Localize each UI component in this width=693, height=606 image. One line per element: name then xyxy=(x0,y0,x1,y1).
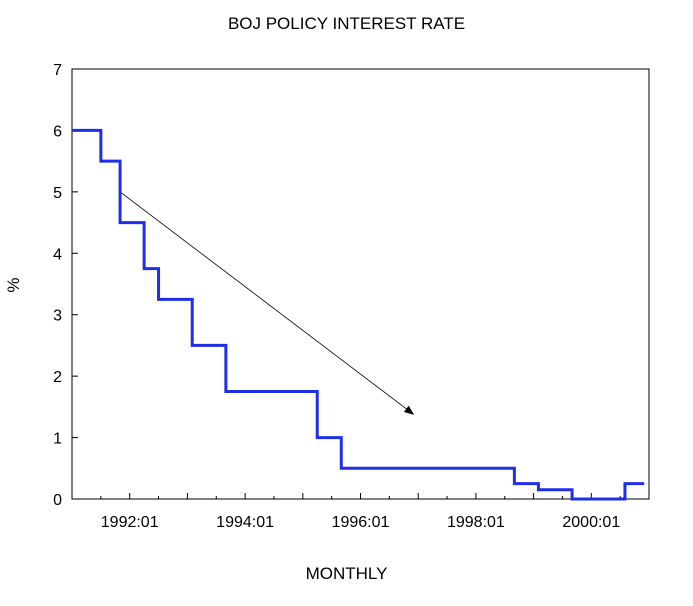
x-tick-label: 1994:01 xyxy=(216,514,274,531)
x-tick-label: 2000:01 xyxy=(562,514,620,531)
chart-title: BOJ POLICY INTEREST RATE xyxy=(227,14,466,33)
x-tick-label: 1992:01 xyxy=(101,514,159,531)
y-tick-label: 1 xyxy=(53,431,62,448)
y-tick-label: 2 xyxy=(53,369,62,386)
y-tick-label: 5 xyxy=(53,185,62,202)
series-line xyxy=(72,128,645,501)
x-axis-label: MONTHLY xyxy=(305,564,388,583)
y-tick-label: 3 xyxy=(53,308,62,325)
y-tick-label: 7 xyxy=(53,62,62,79)
y-tick-label: 0 xyxy=(53,492,62,509)
x-tick-label: 1998:01 xyxy=(447,514,505,531)
y-tick-label: 4 xyxy=(53,246,62,263)
y-tick-label: 6 xyxy=(53,123,62,140)
trend-arrow xyxy=(119,191,415,415)
x-tick-label: 1996:01 xyxy=(332,514,390,531)
